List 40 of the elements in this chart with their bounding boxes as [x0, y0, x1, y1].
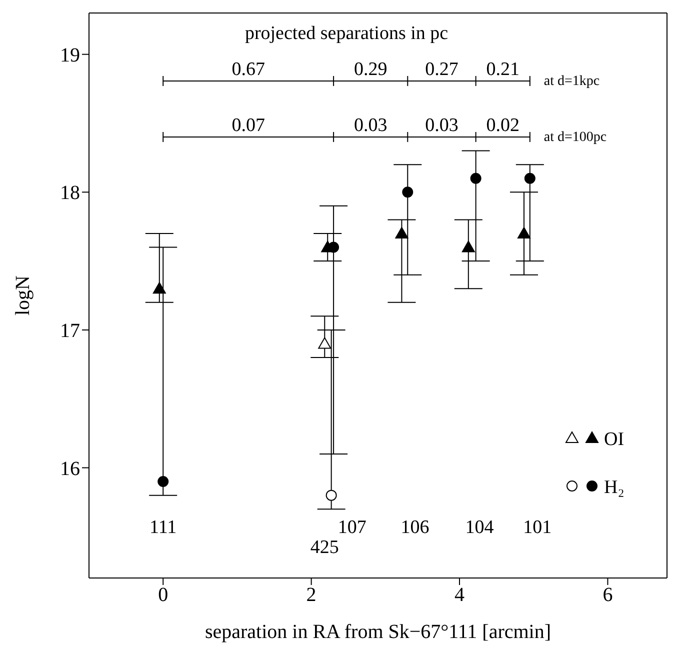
y-axis-title: logN: [12, 276, 34, 316]
x-tick-label: 2: [306, 584, 316, 606]
point: [524, 172, 536, 184]
legend-label: H₂: [604, 477, 624, 498]
y-tick-label: 19: [60, 44, 80, 66]
annotation: 0.07: [232, 115, 265, 136]
annotation: 0.21: [486, 59, 520, 80]
x-tick-label: 4: [454, 584, 465, 606]
annotation: 101: [523, 517, 552, 538]
point: [152, 282, 166, 294]
y-tick-label: 17: [60, 320, 80, 342]
y-tick-label: 16: [60, 458, 80, 480]
x-axis-title: separation in RA from Sk−67°111 [arcmin]: [204, 621, 552, 643]
point: [326, 490, 337, 501]
annotation: 0.29: [354, 59, 388, 80]
annotation: 0.03: [425, 115, 458, 136]
legend-label: OI: [604, 429, 624, 450]
point: [395, 226, 408, 238]
point: [462, 240, 475, 252]
x-tick-label: 6: [602, 584, 613, 606]
point: [328, 242, 340, 253]
annotation: 104: [465, 517, 494, 538]
annotation: projected separations in pc: [244, 23, 448, 44]
annotation: 425: [310, 537, 339, 558]
y-tick-label: 18: [60, 182, 80, 204]
annotation: 0.03: [354, 115, 388, 136]
point: [158, 476, 169, 488]
annotation: at d=100pc: [544, 130, 607, 145]
point: [470, 172, 482, 184]
annotation: at d=1kpc: [544, 74, 600, 89]
x-tick-label: 0: [158, 584, 168, 606]
annotation: 0.27: [425, 59, 458, 80]
annotation: 0.67: [232, 59, 265, 80]
annotation: 107: [338, 517, 366, 538]
annotation: 106: [400, 517, 430, 538]
annotation: 111: [150, 517, 177, 538]
annotation: 0.02: [486, 115, 520, 136]
point: [517, 226, 530, 238]
point: [318, 337, 332, 349]
point: [402, 186, 414, 198]
